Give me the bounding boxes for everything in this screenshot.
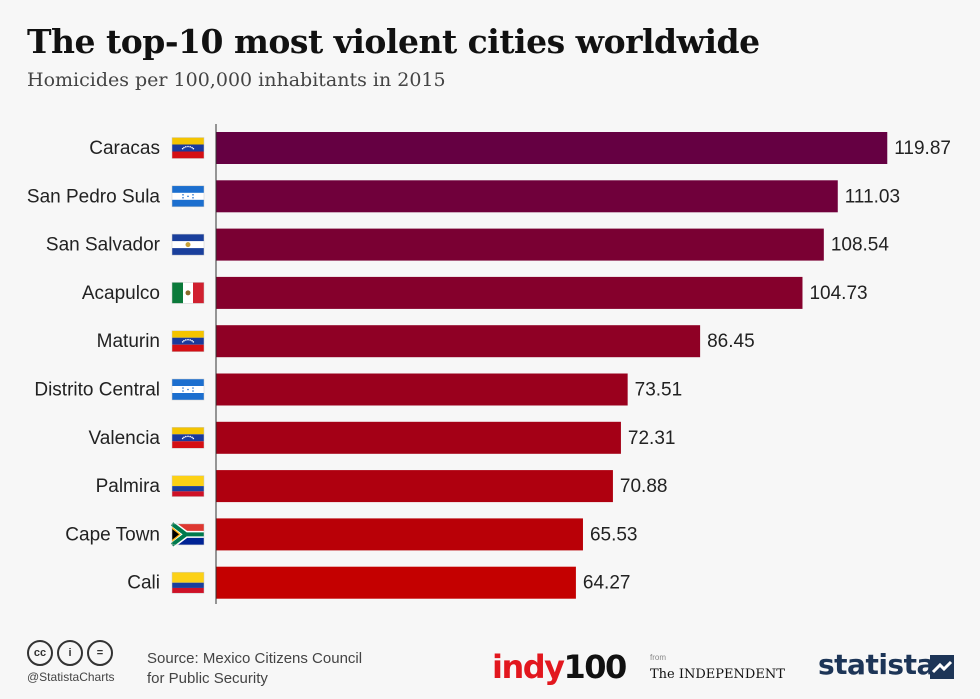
flag-icon: [171, 571, 205, 594]
value-label: 65.53: [590, 524, 638, 545]
category-label: Palmira: [96, 476, 161, 497]
flag-icon: [171, 378, 205, 401]
attribution-icon: i: [57, 640, 83, 666]
value-label: 70.88: [620, 476, 668, 497]
statista-handle: @StatistaCharts: [27, 670, 115, 684]
indy100-logo: indy100: [492, 648, 628, 686]
chart-title: The top-10 most violent cities worldwide: [27, 22, 760, 61]
flag-icon: [169, 521, 205, 548]
indy100-logo-text: indy: [492, 648, 565, 686]
value-label: 72.31: [628, 428, 676, 449]
chart-subtitle: Homicides per 100,000 inhabitants in 201…: [27, 69, 446, 91]
bar: [216, 180, 838, 213]
value-label: 104.73: [809, 283, 867, 304]
category-label: Maturin: [97, 331, 160, 352]
flag-icon: [171, 330, 205, 352]
flag-icon: [171, 475, 205, 497]
category-label: San Pedro Sula: [27, 186, 161, 207]
flag-icon: [171, 233, 205, 256]
bar: [216, 421, 621, 454]
value-label: 108.54: [831, 235, 890, 256]
source-line-2: for Public Security: [147, 670, 268, 687]
bar: [216, 373, 628, 406]
statista-logo-icon: [930, 655, 954, 679]
bar: [216, 566, 576, 599]
bar-chart: Caracas 119.87 San Pedro Sula 111.03 San Sal…: [27, 124, 951, 604]
flag-icon: [171, 427, 205, 449]
license-icons: cc i =: [27, 640, 113, 666]
category-label: Acapulco: [82, 283, 160, 304]
category-label: San Salvador: [46, 235, 161, 256]
value-label: 111.03: [845, 186, 900, 207]
category-label: Valencia: [89, 428, 161, 449]
independent-logo: The INDEPENDENT: [650, 667, 785, 682]
category-label: Cali: [127, 573, 160, 594]
category-label: Cape Town: [65, 524, 160, 545]
flag-icon: [171, 137, 205, 159]
bar: [216, 325, 701, 358]
flag-icon: [171, 282, 205, 304]
category-label: Caracas: [89, 138, 160, 159]
value-label: 73.51: [635, 380, 683, 401]
flag-icon: [171, 185, 205, 208]
source-note: Source: Mexico Citizens Council for Publ…: [147, 649, 362, 689]
bar: [216, 276, 803, 309]
value-label: 86.45: [707, 331, 755, 352]
indy100-logo-number: 100: [563, 648, 628, 686]
value-label: 119.87: [894, 138, 951, 159]
bar: [216, 470, 613, 503]
footer: cc i = @StatistaCharts Source: Mexico Ci…: [0, 630, 980, 699]
source-line-1: Source: Mexico Citizens Council: [147, 650, 363, 667]
bar: [216, 132, 888, 164]
category-label: Distrito Central: [34, 380, 160, 401]
statista-logo-text: statista: [818, 648, 935, 681]
bar: [216, 518, 583, 551]
bar: [216, 228, 824, 261]
no-derivatives-icon: =: [87, 640, 113, 666]
from-label: from: [650, 653, 666, 662]
value-label: 64.27: [583, 573, 631, 594]
cc-icon: cc: [27, 640, 53, 666]
